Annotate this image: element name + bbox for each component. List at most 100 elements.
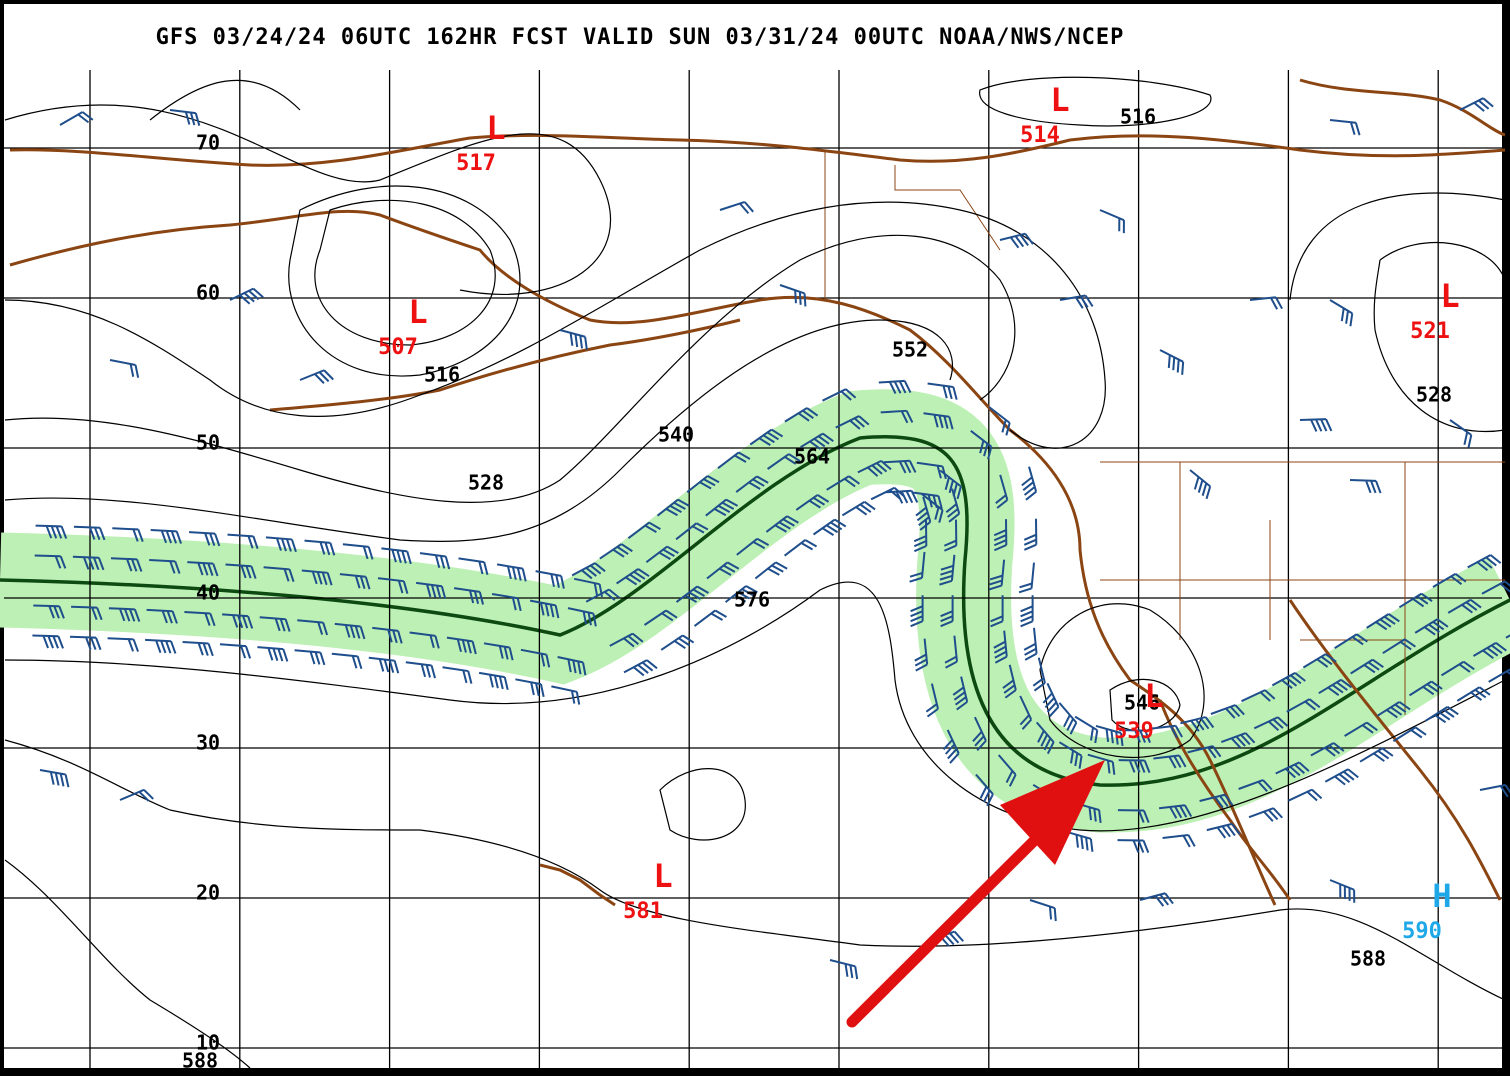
barb-shape: [520, 648, 551, 668]
wind-barb: [706, 561, 740, 580]
barb-shape: [925, 683, 939, 718]
wind-barb: [1117, 839, 1150, 853]
barb-shape: [1366, 613, 1400, 631]
barb-shape: [34, 554, 67, 569]
barb-shape: [557, 656, 587, 676]
barb-shape: [1329, 119, 1361, 136]
barb-shape: [1398, 592, 1433, 609]
wind-barb: [110, 557, 143, 572]
barb-shape: [705, 498, 739, 517]
wind-barb: [829, 959, 859, 980]
wind-barb: [749, 428, 784, 446]
hawaii: [539, 863, 616, 907]
contour-label: 588: [182, 1049, 218, 1073]
barb-shape: [1302, 653, 1337, 669]
barb-shape: [1432, 572, 1467, 588]
wind-barb: [1249, 296, 1283, 310]
wind-barb: [944, 635, 958, 669]
wind-barb: [1329, 299, 1354, 327]
wind-barb: [458, 557, 489, 575]
wind-barb: [33, 604, 65, 619]
wind-barb: [1376, 701, 1411, 719]
wind-barb: [1392, 726, 1427, 743]
wind-barb: [997, 754, 1017, 787]
barb-shape: [1189, 469, 1212, 500]
wind-barb: [515, 678, 545, 698]
barb-shape: [567, 607, 597, 627]
barb-shape: [145, 638, 177, 654]
wind-barb: [1299, 418, 1333, 432]
barb-shape: [675, 585, 709, 603]
barb-shape: [1073, 801, 1102, 823]
wind-barb: [645, 545, 679, 563]
wind-barb: [921, 493, 944, 523]
wind-barb: [227, 533, 259, 550]
annotation-arrow: [846, 760, 1105, 1028]
wind-barb: [453, 587, 485, 605]
wind-barb: [990, 595, 1004, 628]
barb-shape: [627, 521, 661, 539]
wind-barb: [259, 616, 291, 632]
wind-barb: [822, 388, 857, 402]
wind-barb: [1459, 97, 1494, 112]
mexico-coast: [1288, 599, 1502, 901]
barb-shape: [1324, 768, 1359, 786]
wind-barb: [225, 563, 257, 579]
barb-shape: [693, 609, 727, 627]
wind-barb: [229, 287, 264, 305]
wind-barb: [301, 569, 333, 586]
wind-barb: [529, 599, 560, 619]
center-symbol: L: [486, 109, 505, 147]
lat-lon-grid: [4, 70, 1502, 1068]
barb-shape: [1467, 554, 1502, 572]
wind-barb: [169, 109, 201, 126]
barb-shape: [1206, 822, 1241, 839]
barb-shape: [826, 475, 860, 491]
wind-barb: [377, 577, 409, 594]
wind-barb: [765, 515, 799, 533]
wind-barb: [719, 201, 754, 215]
barb-shape: [616, 568, 650, 586]
barb-shape: [1019, 695, 1033, 730]
barb-shape: [1058, 702, 1078, 735]
wind-barb: [1087, 753, 1116, 775]
barb-shape: [107, 637, 139, 652]
wind-barb: [1318, 678, 1353, 697]
wind-barb: [705, 498, 739, 517]
barb-shape: [940, 595, 954, 628]
barb-shape: [453, 587, 485, 605]
wind-barb: [1032, 657, 1046, 692]
barb-shape: [1117, 839, 1150, 853]
barb-shape: [331, 652, 363, 670]
barb-shape: [1199, 793, 1234, 809]
wind-barb: [1349, 479, 1382, 494]
wind-barb: [988, 559, 1006, 591]
barb-shape: [559, 329, 588, 350]
center-value: 590: [1402, 919, 1442, 944]
barb-shape: [35, 524, 68, 539]
barb-shape: [910, 595, 924, 628]
wind-barb: [910, 595, 924, 628]
wind-barb: [693, 609, 727, 627]
barb-shape: [222, 613, 254, 629]
barb-shape: [1021, 466, 1038, 501]
wind-barb: [1479, 784, 1510, 798]
contour-label: 576: [734, 588, 770, 612]
barb-shape: [1187, 745, 1222, 759]
wind-barb: [559, 329, 588, 350]
wind-barb: [71, 605, 103, 621]
barb-shape: [419, 552, 451, 570]
wind-barb: [599, 543, 633, 560]
barb-shape: [119, 788, 154, 802]
barb-shape: [1035, 721, 1055, 755]
barb-shape: [184, 611, 216, 627]
barb-shape: [1162, 834, 1196, 848]
barb-shape: [945, 488, 961, 523]
latitude-label: 40: [196, 581, 220, 605]
map-labels: GFS 03/24/24 06UTC 162HR FCST VALID SUN …: [156, 25, 1460, 1073]
barb-shape: [599, 543, 633, 560]
barb-shape: [219, 643, 252, 659]
wind-barb: [372, 626, 403, 644]
wind-barb: [149, 559, 181, 574]
